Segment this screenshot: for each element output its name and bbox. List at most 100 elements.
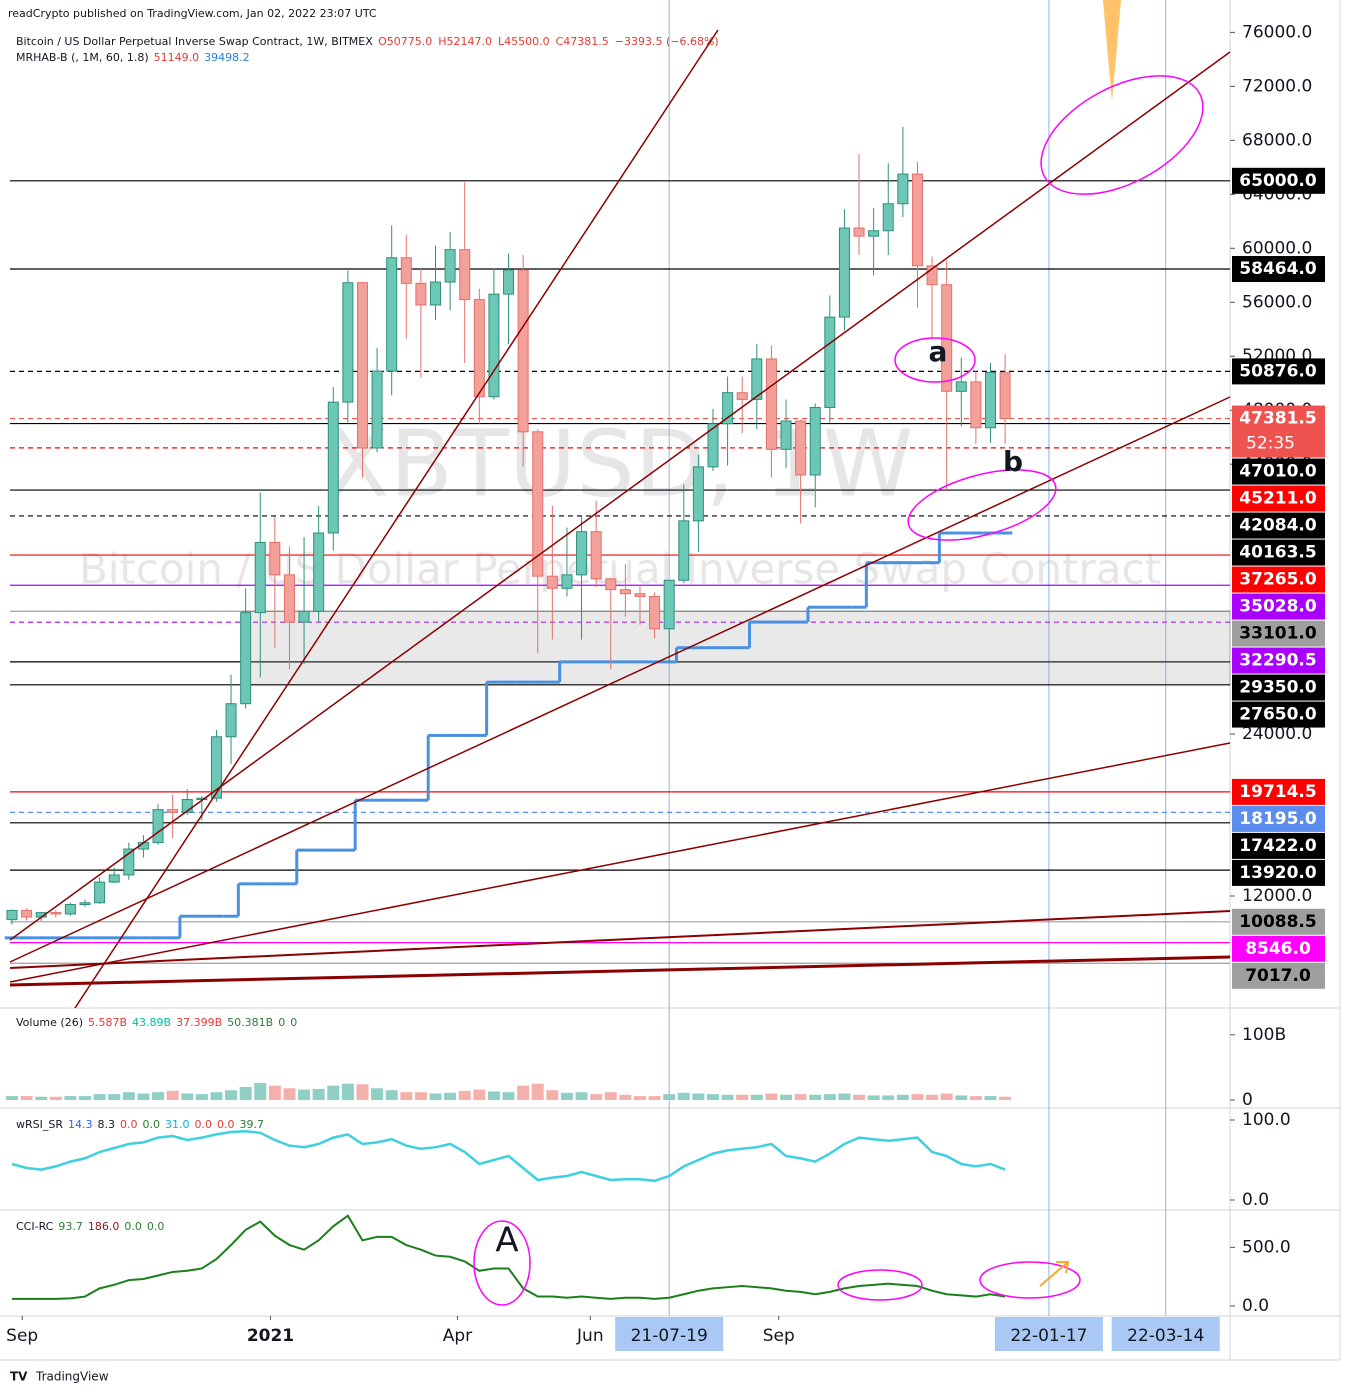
watermark-description: Bitcoin / US Dollar Perpetual Inverse Sw…	[79, 545, 1161, 594]
volume-bar	[122, 1092, 135, 1100]
volume-bar	[108, 1094, 121, 1100]
volume-bar	[969, 1096, 982, 1100]
candle-body	[327, 401, 339, 534]
price-label-box	[1232, 485, 1325, 512]
volume-bar	[736, 1094, 749, 1100]
y-tick-label: 24000.0	[1242, 724, 1312, 744]
volume-bar	[20, 1096, 33, 1100]
volume-bar	[137, 1093, 150, 1100]
volume-bar	[663, 1094, 676, 1100]
volume-bar	[385, 1090, 398, 1100]
y-tick-label: 72000.0	[1242, 76, 1312, 96]
candle-body	[79, 902, 91, 906]
price-label-box	[1232, 805, 1325, 832]
legend-value: 0.0	[217, 1118, 235, 1131]
price-label-box	[1232, 778, 1325, 805]
price-label-box	[1232, 256, 1325, 283]
price-label-box	[1232, 832, 1325, 859]
highlight-ellipse	[979, 1261, 1081, 1299]
volume-bar	[371, 1088, 384, 1100]
volume-bar	[882, 1095, 895, 1100]
legend-value: 0	[290, 1016, 297, 1029]
legend-value: 0.0	[195, 1118, 213, 1131]
legend-name: Volume (26)	[16, 1016, 83, 1029]
candle-body	[386, 257, 398, 372]
price-label: 7017.0	[1245, 966, 1311, 986]
volume-bar	[780, 1094, 793, 1100]
volume-bar	[502, 1092, 515, 1100]
legend-value: 93.7	[58, 1220, 83, 1233]
x-tick-label: Sep	[6, 1326, 38, 1346]
trend-line	[9, 51, 1231, 941]
candle-body	[590, 531, 602, 580]
candle-body	[298, 610, 310, 623]
price-label-box	[1232, 647, 1325, 674]
volume-bar	[809, 1094, 822, 1100]
candle-body	[283, 574, 295, 623]
legend: CCI-RC 93.7 186.0 0.0 0.0	[16, 1220, 164, 1233]
volume-bar	[195, 1094, 208, 1100]
legend-value: 39.7	[240, 1118, 265, 1131]
volume-bar	[35, 1096, 48, 1100]
candle-body	[999, 372, 1011, 420]
volume-bar	[750, 1094, 763, 1100]
volume-bar	[166, 1090, 179, 1100]
rsi-line	[11, 1129, 1006, 1183]
candle-body	[576, 531, 588, 576]
candle-body	[663, 579, 675, 630]
candle-body	[926, 265, 938, 286]
price-label-box	[1232, 167, 1325, 194]
candle-body	[342, 282, 354, 403]
trend-line	[9, 955, 1231, 987]
price-label: 19714.5	[1239, 782, 1316, 802]
legend-value: 51149.0	[154, 51, 200, 64]
annotation: b	[1003, 445, 1023, 478]
ohlc-value: C47381.5	[556, 35, 609, 48]
volume-bar	[853, 1094, 866, 1100]
x-tick-label: 22-03-14	[1127, 1326, 1204, 1346]
candle-body	[473, 299, 485, 398]
legend-value: 5.587B	[88, 1016, 127, 1029]
candle-body	[313, 532, 325, 612]
annotation: a	[929, 335, 948, 368]
candle-body	[868, 230, 880, 237]
volume-bar	[268, 1085, 281, 1100]
volume-bar	[225, 1090, 238, 1100]
volume-bar	[181, 1093, 194, 1100]
ohlc-value: H52147.0	[438, 35, 492, 48]
price-label: 13920.0	[1239, 863, 1317, 883]
candle-body	[911, 173, 923, 267]
candle-body	[459, 249, 471, 301]
price-label: 47381.5	[1239, 409, 1316, 429]
volume-bar	[64, 1096, 77, 1100]
candle-body	[240, 612, 252, 705]
y-tick-label: 0.0	[1242, 1190, 1269, 1210]
candle-body	[444, 249, 456, 283]
symbol-legend: Bitcoin / US Dollar Perpetual Inverse Sw…	[16, 35, 719, 48]
candle-body	[853, 227, 865, 237]
candle-body	[356, 282, 368, 449]
candle-body	[517, 269, 529, 433]
price-label-box	[1232, 620, 1325, 647]
price-label-box	[1232, 405, 1325, 458]
candle-body	[795, 420, 807, 476]
price-label: 47010.0	[1239, 462, 1317, 482]
candle-body	[736, 392, 748, 400]
overlay-drawings: a b A readCrypto published on TradingVie…	[8, 0, 1231, 1384]
price-label: 50876.0	[1239, 361, 1317, 381]
x-tick-box	[994, 1317, 1103, 1351]
x-tick-box	[1111, 1317, 1220, 1351]
volume-bar	[560, 1092, 573, 1100]
candle-body	[897, 173, 909, 205]
footer-logo: TV	[10, 1370, 28, 1384]
price-label: 32290.5	[1239, 651, 1316, 671]
price-label: 27650.0	[1239, 705, 1317, 725]
candle-body	[561, 574, 573, 589]
candle-body	[780, 420, 792, 450]
volume-bar	[93, 1094, 106, 1100]
candle-body	[809, 407, 821, 476]
candle-body	[634, 593, 646, 597]
ohlc-value: L45500.0	[498, 35, 550, 48]
volume-bar	[999, 1096, 1012, 1100]
